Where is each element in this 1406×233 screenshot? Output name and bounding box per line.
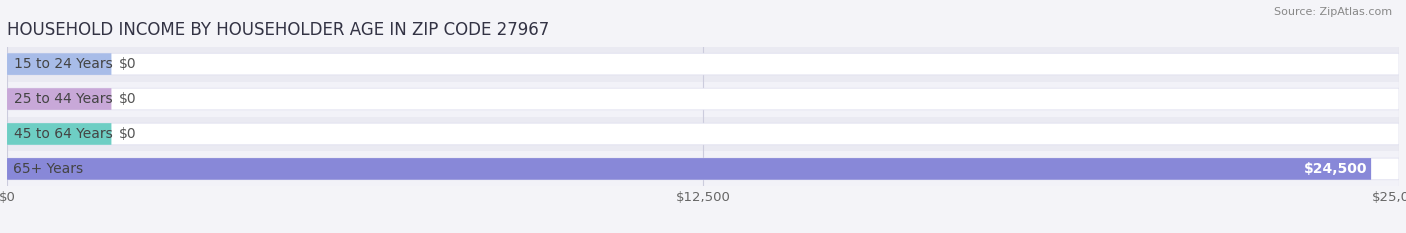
FancyBboxPatch shape [7, 123, 1399, 145]
Text: $0: $0 [118, 57, 136, 71]
Bar [7, 47, 1399, 82]
Text: HOUSEHOLD INCOME BY HOUSEHOLDER AGE IN ZIP CODE 27967: HOUSEHOLD INCOME BY HOUSEHOLDER AGE IN Z… [7, 21, 550, 39]
Text: $0: $0 [118, 127, 136, 141]
Text: 45 to 64 Years: 45 to 64 Years [14, 127, 112, 141]
FancyBboxPatch shape [7, 158, 1399, 180]
Bar [7, 82, 1399, 116]
Bar [7, 116, 1399, 151]
FancyBboxPatch shape [7, 158, 1371, 180]
Text: 25 to 44 Years: 25 to 44 Years [14, 92, 112, 106]
Text: $0: $0 [118, 92, 136, 106]
Text: 15 to 24 Years: 15 to 24 Years [14, 57, 112, 71]
FancyBboxPatch shape [7, 88, 111, 110]
Text: $24,500: $24,500 [1303, 162, 1367, 176]
FancyBboxPatch shape [7, 53, 111, 75]
FancyBboxPatch shape [7, 53, 1399, 75]
Bar [7, 151, 1399, 186]
Text: Source: ZipAtlas.com: Source: ZipAtlas.com [1274, 7, 1392, 17]
Text: 65+ Years: 65+ Years [13, 162, 83, 176]
FancyBboxPatch shape [7, 123, 111, 145]
FancyBboxPatch shape [7, 88, 1399, 110]
